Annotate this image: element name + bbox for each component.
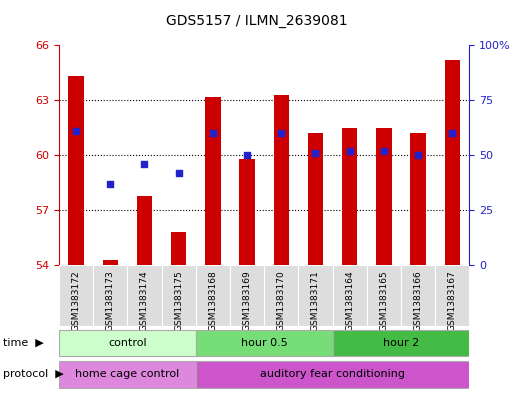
Bar xyxy=(59,265,93,326)
Bar xyxy=(59,330,196,356)
Text: home cage control: home cage control xyxy=(75,369,180,379)
Text: hour 2: hour 2 xyxy=(383,338,419,348)
Bar xyxy=(240,159,255,265)
Point xyxy=(346,148,354,154)
Text: GSM1383173: GSM1383173 xyxy=(106,270,115,331)
Bar xyxy=(299,265,332,326)
Bar xyxy=(401,265,435,326)
Bar xyxy=(376,128,391,265)
Text: GSM1383164: GSM1383164 xyxy=(345,270,354,331)
Bar xyxy=(68,76,84,265)
Bar xyxy=(162,265,196,326)
Bar xyxy=(196,330,332,356)
Text: GDS5157 / ILMN_2639081: GDS5157 / ILMN_2639081 xyxy=(166,14,347,28)
Bar xyxy=(196,361,469,387)
Point xyxy=(311,150,320,156)
Bar xyxy=(332,265,367,326)
Bar xyxy=(103,260,118,265)
Text: hour 0.5: hour 0.5 xyxy=(241,338,288,348)
Bar xyxy=(93,265,127,326)
Text: GSM1383169: GSM1383169 xyxy=(243,270,251,331)
Text: control: control xyxy=(108,338,147,348)
Text: auditory fear conditioning: auditory fear conditioning xyxy=(260,369,405,379)
Text: GSM1383165: GSM1383165 xyxy=(380,270,388,331)
Bar xyxy=(230,265,264,326)
Bar xyxy=(332,330,469,356)
Text: GSM1383171: GSM1383171 xyxy=(311,270,320,331)
Point xyxy=(277,130,285,136)
Point xyxy=(209,130,217,136)
Text: GSM1383174: GSM1383174 xyxy=(140,270,149,331)
Text: time  ▶: time ▶ xyxy=(3,338,43,348)
Bar xyxy=(171,232,186,265)
Point xyxy=(243,152,251,158)
Bar xyxy=(205,97,221,265)
Bar xyxy=(264,265,299,326)
Text: GSM1383167: GSM1383167 xyxy=(448,270,457,331)
Bar xyxy=(435,265,469,326)
Point xyxy=(141,161,149,167)
Bar xyxy=(273,95,289,265)
Text: GSM1383175: GSM1383175 xyxy=(174,270,183,331)
Bar xyxy=(410,133,426,265)
Text: GSM1383172: GSM1383172 xyxy=(72,270,81,331)
Point xyxy=(448,130,457,136)
Point xyxy=(174,170,183,176)
Bar xyxy=(196,265,230,326)
Point xyxy=(106,181,114,187)
Text: GSM1383166: GSM1383166 xyxy=(413,270,423,331)
Text: GSM1383168: GSM1383168 xyxy=(208,270,218,331)
Bar xyxy=(137,196,152,265)
Bar xyxy=(127,265,162,326)
Point xyxy=(72,128,80,134)
Bar xyxy=(367,265,401,326)
Text: protocol  ▶: protocol ▶ xyxy=(3,369,63,379)
Point xyxy=(414,152,422,158)
Text: GSM1383170: GSM1383170 xyxy=(277,270,286,331)
Bar xyxy=(342,128,358,265)
Bar xyxy=(59,361,196,387)
Point xyxy=(380,148,388,154)
Bar xyxy=(308,133,323,265)
Bar xyxy=(445,60,460,265)
